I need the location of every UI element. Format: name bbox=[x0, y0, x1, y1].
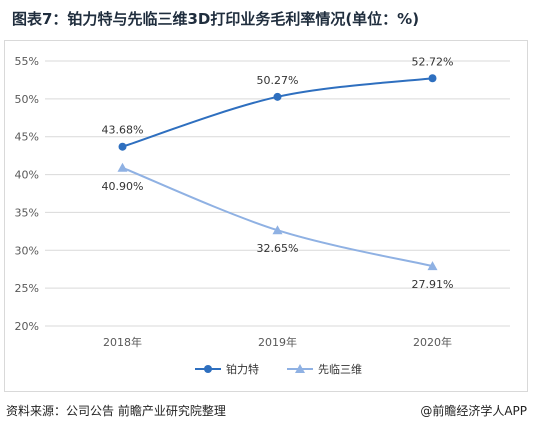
data-label: 27.91% bbox=[412, 278, 454, 291]
chart-title: 图表7：铂力特与先临三维3D打印业务毛利率情况(单位：%) bbox=[12, 10, 420, 28]
y-tick-label: 40% bbox=[15, 169, 39, 182]
x-tick-label: 2018年 bbox=[103, 335, 142, 349]
y-tick-label: 55% bbox=[15, 55, 39, 68]
x-tick-label: 2019年 bbox=[258, 335, 297, 349]
legend-marker bbox=[204, 365, 212, 373]
y-tick-label: 35% bbox=[15, 206, 39, 219]
data-point bbox=[427, 261, 438, 271]
footer: 资料来源：公司公告 前瞻产业研究院整理 @前瞻经济学人APP bbox=[0, 398, 533, 422]
y-tick-label: 45% bbox=[15, 131, 39, 144]
y-tick-label: 50% bbox=[15, 93, 39, 106]
data-label: 40.90% bbox=[102, 180, 144, 193]
data-point bbox=[272, 225, 283, 235]
data-point bbox=[428, 74, 437, 83]
chart-frame: 20% 25% 30% 35% 40% 45% 50% 55% 2018年 2019年 2020年 4… bbox=[4, 40, 528, 392]
data-point bbox=[117, 162, 128, 172]
data-label: 52.72% bbox=[412, 55, 454, 68]
data-point bbox=[118, 142, 127, 151]
y-tick-label: 20% bbox=[15, 320, 39, 333]
x-tick-label: 2020年 bbox=[413, 335, 452, 349]
data-label: 32.65% bbox=[257, 242, 299, 255]
brand-credit: @前瞻经济学人APP bbox=[420, 404, 527, 418]
data-label: 43.68% bbox=[102, 124, 144, 137]
data-label: 50.27% bbox=[257, 74, 299, 87]
legend-marker bbox=[295, 364, 305, 373]
y-tick-label: 25% bbox=[15, 282, 39, 295]
legend-label: 铂力特 bbox=[226, 362, 259, 376]
y-tick-label: 30% bbox=[15, 244, 39, 257]
data-point bbox=[273, 92, 282, 101]
legend-label: 先临三维 bbox=[318, 362, 362, 376]
source-note: 资料来源：公司公告 前瞻产业研究院整理 bbox=[6, 404, 226, 418]
line-chart: 20% 25% 30% 35% 40% 45% 50% 55% 2018年 2019年 2020年 4… bbox=[15, 55, 510, 376]
